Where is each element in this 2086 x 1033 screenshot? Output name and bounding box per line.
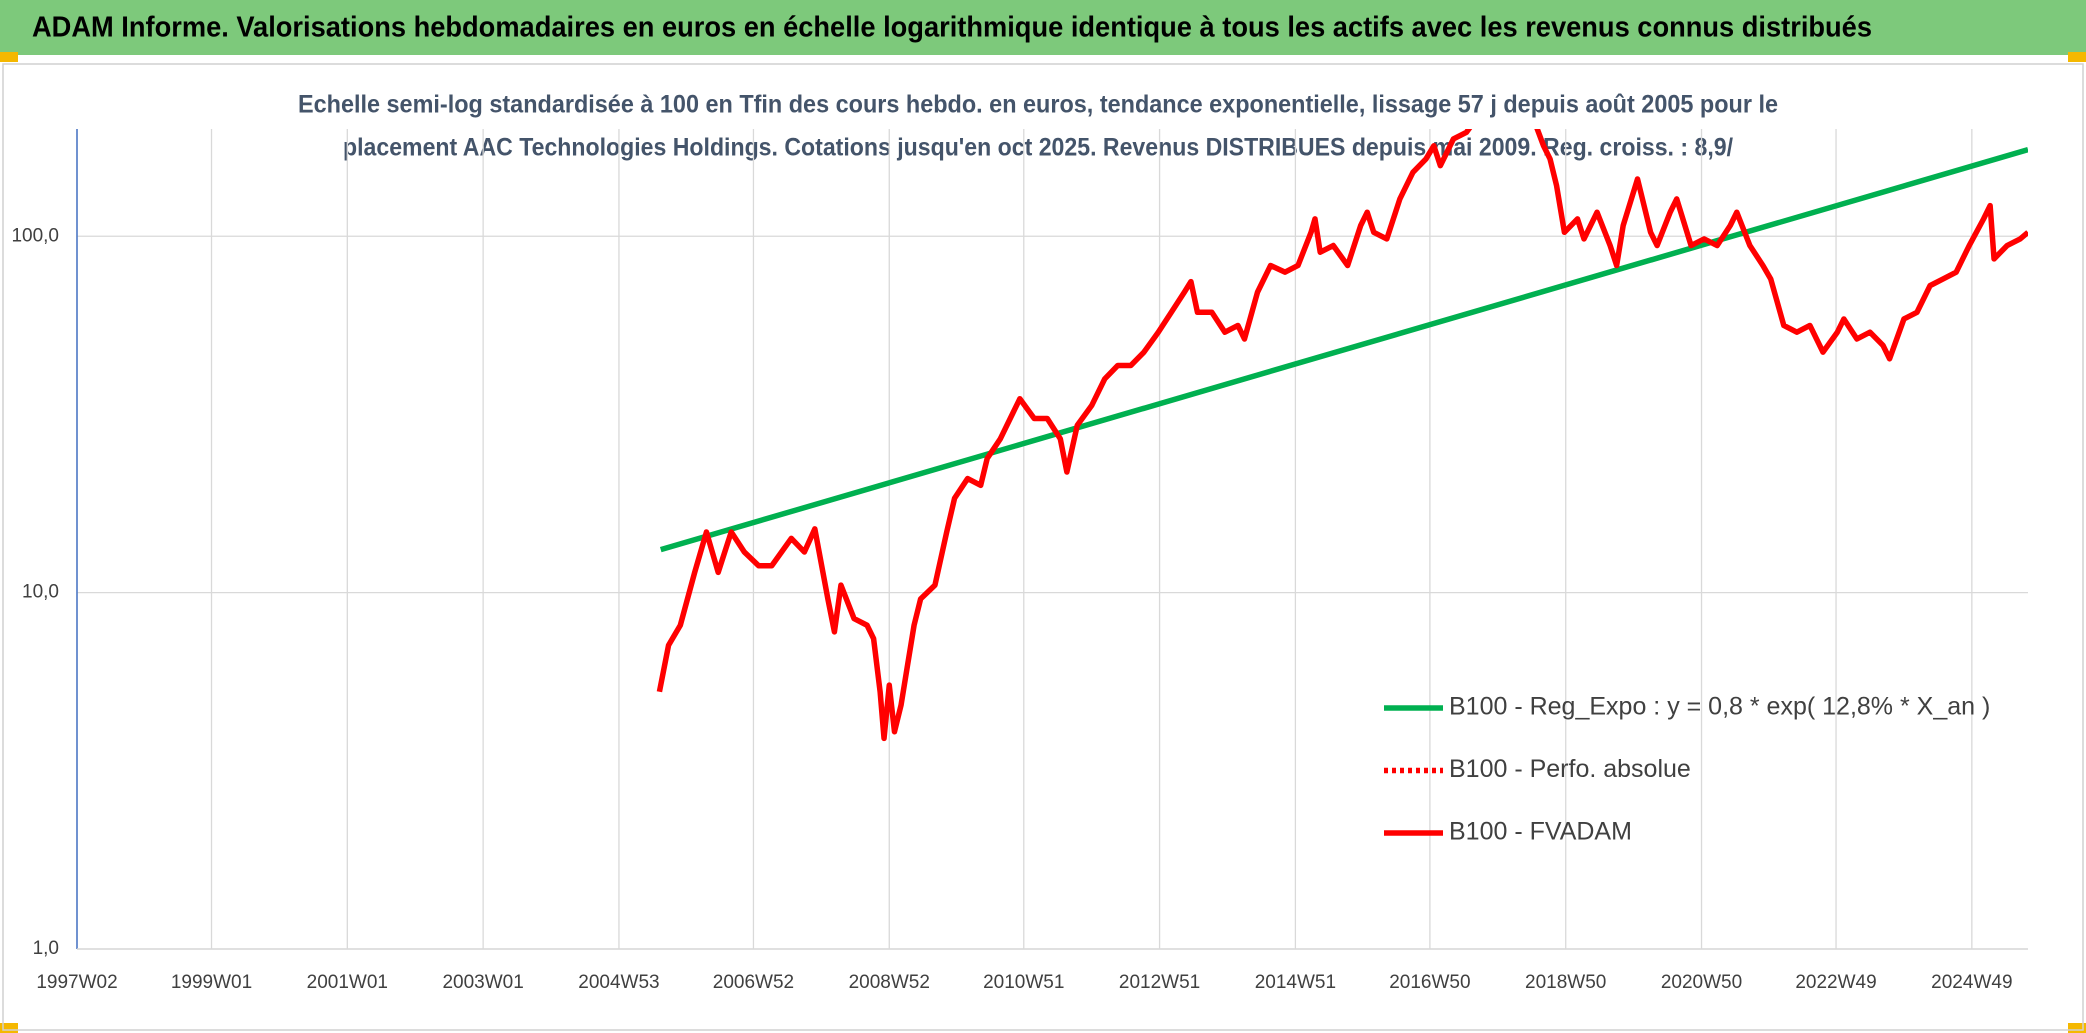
x-tick-label: 2024W49 bbox=[1931, 972, 2012, 993]
legend-label: B100 - FVADAM bbox=[1449, 818, 1632, 846]
legend-label: B100 - Reg_Expo : y = 0,8 * exp( 12,8% *… bbox=[1449, 693, 1990, 721]
x-tick-label: 2008W52 bbox=[849, 972, 930, 993]
corner-mark bbox=[0, 1023, 18, 1033]
corner-mark bbox=[2068, 1023, 2086, 1033]
x-tick-label: 2022W49 bbox=[1795, 972, 1876, 993]
y-tick-label: 10,0 bbox=[22, 582, 59, 603]
x-tick-label: 2006W52 bbox=[713, 972, 794, 993]
chart-title: ADAM Informe. Valorisations hebdomadaire… bbox=[32, 12, 1872, 44]
data-line bbox=[656, 129, 2028, 742]
data-line bbox=[659, 147, 2028, 553]
x-tick-label: 2010W51 bbox=[983, 972, 1064, 993]
corner-mark bbox=[0, 52, 18, 62]
x-tick-label: 2012W51 bbox=[1119, 972, 1200, 993]
title-bar bbox=[0, 0, 2086, 55]
x-tick-label: 1997W02 bbox=[36, 972, 117, 993]
y-tick-label: 1,0 bbox=[33, 938, 59, 959]
x-tick-label: 2020W50 bbox=[1661, 972, 1742, 993]
x-tick-label: 2016W50 bbox=[1389, 972, 1470, 993]
plot-area bbox=[656, 129, 2028, 742]
y-tick-label: 100,0 bbox=[11, 225, 59, 246]
x-tick-label: 2018W50 bbox=[1525, 972, 1606, 993]
chart-frame bbox=[2, 63, 2084, 1031]
legend-label: B100 - Perfo. absolue bbox=[1449, 755, 1691, 783]
x-tick-label: 1999W01 bbox=[171, 972, 252, 993]
x-tick-label: 2003W01 bbox=[442, 972, 523, 993]
chart-subtitle: placement AAC Technologies Holdings. Cot… bbox=[343, 134, 1733, 162]
chart-subtitle: Echelle semi-log standardisée à 100 en T… bbox=[298, 91, 1778, 119]
x-tick-label: 2014W51 bbox=[1255, 972, 1336, 993]
x-tick-label: 2004W53 bbox=[578, 972, 659, 993]
corner-mark bbox=[2068, 52, 2086, 62]
x-tick-label: 2001W01 bbox=[307, 972, 388, 993]
